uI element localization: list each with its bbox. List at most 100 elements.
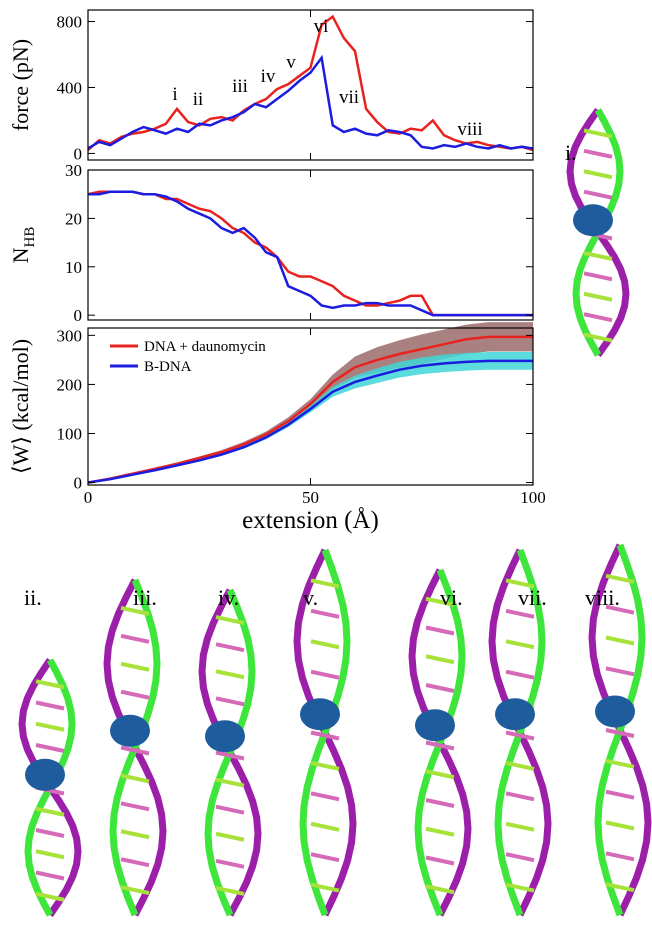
base — [215, 696, 245, 707]
base — [120, 605, 150, 616]
annotation: vii — [339, 87, 359, 108]
y-tick-label: 0 — [74, 144, 83, 163]
base — [425, 855, 455, 866]
base — [583, 189, 613, 200]
legend-label: B-DNA — [144, 359, 192, 375]
base — [215, 615, 245, 626]
base — [215, 831, 245, 842]
base — [35, 743, 65, 753]
snapshot-label: vii. — [518, 585, 547, 610]
y-tick-label: 0 — [74, 306, 83, 325]
base — [583, 271, 613, 282]
base — [505, 882, 535, 893]
y-tick-label: 200 — [57, 375, 83, 394]
x-axis-label: extension (Å) — [242, 507, 379, 534]
base — [35, 700, 65, 711]
strand-green — [204, 588, 256, 917]
base — [120, 829, 150, 840]
snapshot-label: vi. — [440, 585, 463, 610]
x-tick-label: 100 — [520, 488, 546, 507]
x-tick-label: 50 — [302, 488, 319, 507]
y-axis-label: NHB — [8, 227, 38, 264]
base — [583, 332, 613, 343]
strand-green — [299, 548, 351, 917]
base — [425, 654, 455, 665]
y-axis-label-main: force (pN) — [8, 39, 33, 131]
base — [35, 679, 65, 690]
base — [215, 777, 245, 788]
strand-green — [109, 578, 161, 917]
y-tick-label: 0 — [74, 474, 83, 493]
base — [35, 870, 65, 881]
base — [583, 312, 613, 323]
base — [583, 148, 613, 159]
base — [310, 578, 340, 589]
base — [505, 760, 535, 771]
base — [215, 804, 245, 815]
drug — [573, 204, 613, 237]
y-tick-label: 30 — [65, 161, 82, 180]
annotation: viii — [457, 119, 482, 140]
base — [35, 849, 65, 860]
base — [425, 740, 455, 751]
molecular-snapshots — [18, 107, 652, 917]
base — [505, 578, 535, 589]
snapshot-label: iii. — [133, 585, 157, 610]
annotation: ii — [193, 89, 204, 110]
base — [605, 758, 635, 769]
snapshot-label: v. — [303, 585, 318, 610]
base — [605, 728, 635, 738]
drug — [595, 695, 635, 728]
y-tick-label: 20 — [65, 209, 82, 228]
plot-frame — [87, 169, 534, 321]
strand-green — [594, 543, 646, 917]
base — [425, 798, 455, 808]
base — [120, 773, 150, 784]
base — [310, 882, 340, 893]
base — [35, 891, 65, 902]
data-line — [87, 14, 534, 152]
base — [120, 745, 150, 756]
base — [310, 669, 340, 680]
error-band — [88, 352, 533, 483]
base — [120, 857, 150, 868]
base — [425, 625, 455, 636]
base — [120, 689, 150, 700]
base — [583, 291, 613, 302]
x-tick-label: 0 — [84, 488, 93, 507]
base — [605, 573, 635, 584]
base — [120, 661, 150, 672]
annotation: i — [172, 84, 177, 105]
base — [215, 858, 245, 869]
base — [505, 639, 535, 650]
base — [505, 791, 535, 802]
base — [215, 669, 245, 680]
base — [425, 884, 455, 895]
base — [583, 169, 613, 180]
drug — [205, 720, 245, 753]
base — [120, 633, 150, 644]
base — [425, 769, 455, 780]
y-axis-label: force (pN) — [8, 39, 33, 131]
y-tick-label: 100 — [57, 424, 83, 443]
base — [605, 882, 635, 893]
y-axis-label: ⟨W⟩ (kcal/mol) — [8, 339, 33, 474]
base — [310, 639, 340, 650]
base — [605, 851, 635, 862]
base — [120, 801, 150, 812]
snapshot-label: i. — [565, 140, 577, 165]
base — [310, 608, 340, 619]
drug — [25, 758, 65, 791]
strand-green — [414, 568, 466, 917]
base — [215, 885, 245, 896]
legend-label: DNA + daunomycin — [144, 339, 266, 355]
base — [505, 821, 535, 832]
snapshot-label: ii. — [24, 585, 42, 610]
base — [310, 791, 340, 802]
base — [310, 760, 340, 771]
base — [215, 750, 245, 761]
base — [35, 806, 65, 817]
drug — [415, 709, 455, 742]
base — [605, 635, 635, 646]
